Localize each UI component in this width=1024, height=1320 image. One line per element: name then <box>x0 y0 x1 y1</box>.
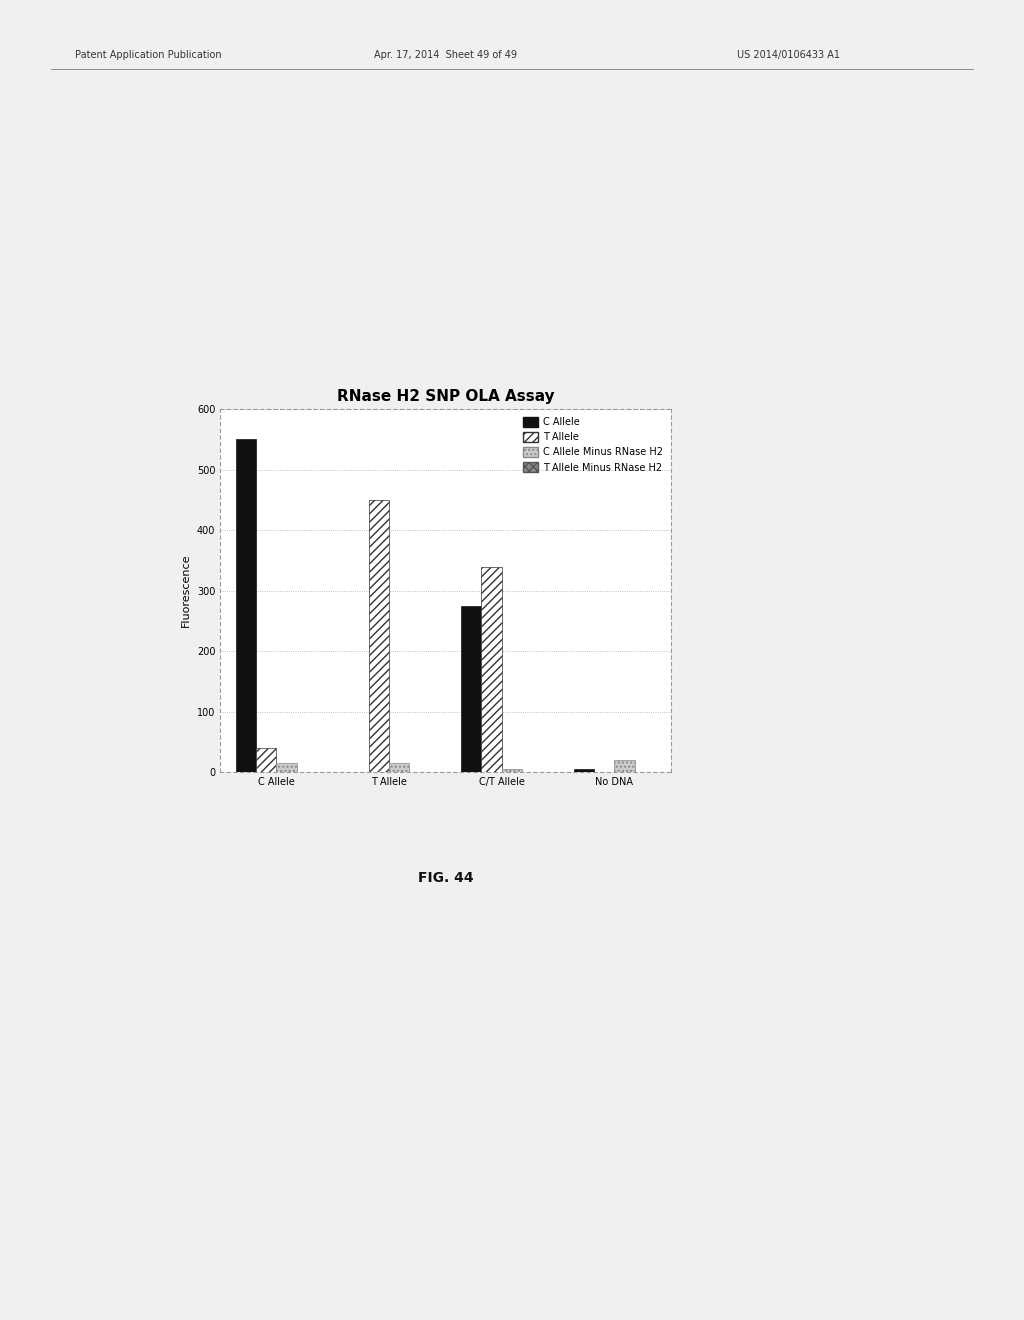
Bar <box>256 748 276 772</box>
Bar <box>276 763 297 772</box>
Text: FIG. 44: FIG. 44 <box>418 871 473 884</box>
Y-axis label: Fluorescence: Fluorescence <box>181 554 191 627</box>
Text: Apr. 17, 2014  Sheet 49 of 49: Apr. 17, 2014 Sheet 49 of 49 <box>374 50 517 61</box>
Legend: C Allele, T Allele, C Allele Minus RNase H2, T Allele Minus RNase H2: C Allele, T Allele, C Allele Minus RNase… <box>520 414 666 475</box>
Title: RNase H2 SNP OLA Assay: RNase H2 SNP OLA Assay <box>337 389 554 404</box>
Bar <box>369 500 389 772</box>
Bar <box>389 763 410 772</box>
Bar <box>573 770 594 772</box>
Bar <box>481 566 502 772</box>
Text: Patent Application Publication: Patent Application Publication <box>75 50 221 61</box>
Bar <box>236 440 256 772</box>
Bar <box>614 760 635 772</box>
Bar <box>502 770 522 772</box>
Text: US 2014/0106433 A1: US 2014/0106433 A1 <box>737 50 841 61</box>
Bar <box>461 606 481 772</box>
